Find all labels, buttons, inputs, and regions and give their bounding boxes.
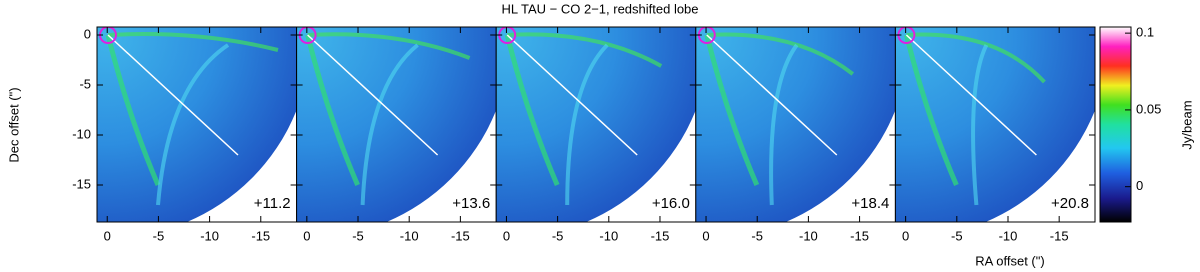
- x-tick-label: 0: [503, 228, 510, 243]
- axis-line: [706, 34, 838, 156]
- panel-label: +20.8: [1051, 195, 1089, 212]
- panel-frame: [894, 26, 1096, 223]
- lobe-arc: [906, 32, 1046, 84]
- x-tick-label: -5: [552, 228, 564, 243]
- blank-region: [496, 27, 696, 222]
- x-tick-label: -5: [751, 228, 763, 243]
- blank-region: [97, 27, 297, 222]
- lobe-arc: [504, 34, 560, 186]
- axis-line: [506, 34, 638, 156]
- lobe-arc: [706, 32, 855, 76]
- x-tick-label: 0: [104, 228, 111, 243]
- panel-label: +11.2: [254, 195, 291, 212]
- x-tick-label: -10: [999, 228, 1018, 243]
- x-tick-label: -5: [352, 228, 364, 243]
- x-tick-label: -10: [599, 228, 618, 243]
- lobe-arc: [565, 43, 609, 206]
- axis-line: [905, 34, 1037, 156]
- x-tick-label: -15: [850, 228, 869, 243]
- lobe-arc: [105, 34, 161, 186]
- lobe-arc: [307, 32, 471, 60]
- blank-region: [296, 27, 497, 222]
- x-tick-label: -10: [400, 228, 419, 243]
- y-axis-label: Dec offset ("): [6, 87, 21, 162]
- y-tick-label: -15: [72, 176, 91, 191]
- colorbar: [1099, 26, 1132, 223]
- x-tick-label: -10: [200, 228, 219, 243]
- lobe-arc: [769, 43, 799, 206]
- channel-map: [97, 27, 297, 222]
- colorbar-tick-label: 0.05: [1136, 101, 1161, 116]
- y-tick-label: 0: [84, 26, 91, 41]
- blank-region: [695, 27, 896, 222]
- x-tick-label: -15: [651, 228, 670, 243]
- x-tick-label: 0: [702, 228, 709, 243]
- lobe-arc: [156, 43, 230, 206]
- panel-label: +16.0: [652, 195, 690, 212]
- colorbar-tick-label: 0: [1136, 178, 1143, 193]
- y-tick-label: -10: [72, 126, 91, 141]
- channel-map: [695, 27, 896, 222]
- panel-label: +13.6: [452, 195, 490, 212]
- x-tick-label: -15: [1050, 228, 1069, 243]
- x-tick-label: -5: [153, 228, 165, 243]
- channel-map: [895, 27, 1096, 222]
- panel-label: +18.4: [851, 195, 889, 212]
- x-tick-label: 0: [303, 228, 310, 243]
- x-tick-label: -5: [951, 228, 963, 243]
- x-tick-label: -10: [799, 228, 818, 243]
- x-axis-label: RA offset ("): [975, 253, 1044, 268]
- y-tick-label: -5: [79, 76, 91, 91]
- channel-map: [296, 27, 497, 222]
- axis-line: [307, 34, 439, 156]
- lobe-arc: [971, 44, 989, 206]
- channel-map: [496, 27, 696, 222]
- lobe-arc: [360, 43, 419, 206]
- lobe-arc: [107, 32, 279, 52]
- chart-title: HL TAU − CO 2−1, redshifted lobe: [501, 1, 698, 16]
- lobe-arc: [507, 32, 663, 68]
- axis-line: [107, 34, 239, 156]
- lobe-arc: [305, 34, 360, 186]
- lobe-arc: [704, 34, 760, 186]
- x-tick-label: -15: [251, 228, 270, 243]
- colorbar-tick-label: 0.1: [1136, 25, 1154, 40]
- blank-region: [895, 27, 1096, 222]
- colorbar-label: Jy/beam: [1179, 100, 1194, 149]
- lobe-arc: [903, 34, 959, 186]
- x-tick-label: -15: [451, 228, 470, 243]
- x-tick-label: 0: [902, 228, 909, 243]
